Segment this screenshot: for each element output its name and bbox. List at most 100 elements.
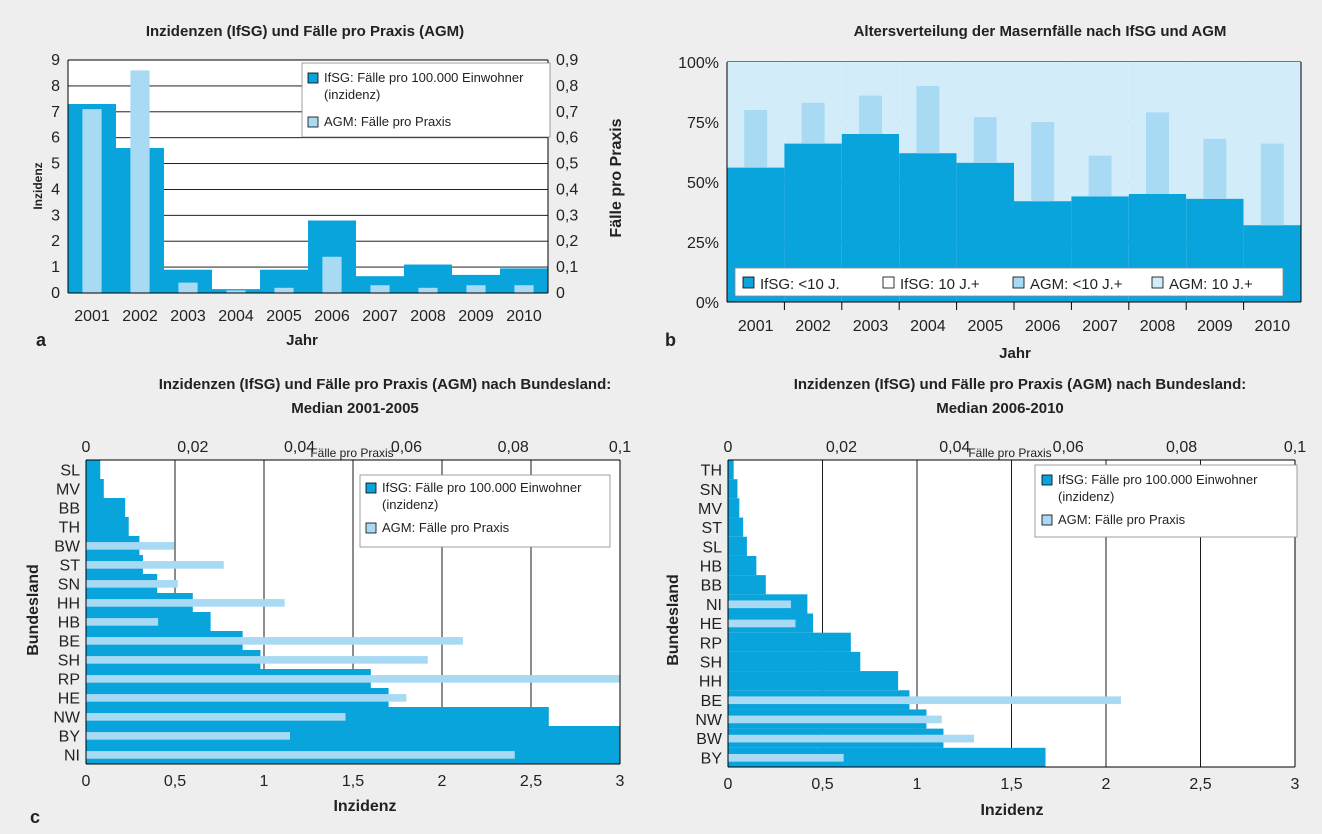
chart-c1-x2tick-label: 0,04 <box>284 439 315 456</box>
chart-c2-x2label: Fälle pro Praxis <box>968 446 1051 460</box>
chart-a: Inzidenzen (IfSG) und Fälle pro Praxis (… <box>31 23 625 350</box>
chart-c2-category-label: SH <box>700 654 722 671</box>
chart-c1-bar-agm <box>86 694 407 702</box>
chart-c1-xtick-label: 2 <box>438 773 447 790</box>
chart-c2: Inzidenzen (IfSG) und Fälle pro Praxis (… <box>665 376 1306 819</box>
chart-c2-bar-agm <box>728 619 796 628</box>
chart-b-bar-agm-lt10 <box>1260 143 1284 226</box>
chart-c1-bar-ifsg <box>86 498 126 517</box>
chart-a-xlabel: Jahr <box>286 332 318 349</box>
chart-a-legend-label-ifsg: IfSG: Fälle pro 100.000 Einwohner (inzide… <box>324 70 524 102</box>
chart-c1-category-label: TH <box>59 520 80 537</box>
chart-c2-category-label: MV <box>698 501 722 518</box>
chart-a-xtick-label: 2010 <box>506 308 542 325</box>
chart-a-bar-agm <box>274 287 294 293</box>
chart-c2-bar-agm <box>728 600 791 609</box>
chart-b-legend: IfSG: <10 J. IfSG: 10 J.+ AGM: <10 J.+ A… <box>734 267 1284 297</box>
chart-b-legend-box <box>734 267 1284 297</box>
chart-b-bar-agm-10plus <box>1088 62 1112 156</box>
chart-c1-bar-agm <box>86 599 285 607</box>
chart-a-bar-agm <box>370 285 390 293</box>
chart-c2-category-label: BE <box>701 693 722 710</box>
chart-c2-xtick-label: 2,5 <box>1189 776 1211 793</box>
chart-c2-bar-agm <box>728 715 942 724</box>
chart-a-ytick-label: 9 <box>51 52 60 69</box>
chart-b-legend-swatch-1 <box>742 276 755 289</box>
chart-b-bar-agm-lt10 <box>973 117 997 163</box>
chart-c1-xtick-label: 3 <box>616 773 625 790</box>
chart-c1-xtick-label: 1,5 <box>342 773 364 790</box>
chart-b-bar-agm-lt10 <box>859 95 882 134</box>
chart-c2-legend-swatch-ifsg <box>1041 474 1053 486</box>
chart-c1-bar-agm <box>86 656 428 664</box>
chart-a-y2label: Fälle pro Praxis <box>608 118 625 237</box>
chart-c2-x2tick-label: 0,1 <box>1284 439 1306 456</box>
chart-a-legend-box <box>301 62 551 138</box>
chart-c2-legend-swatch-agm <box>1041 514 1053 526</box>
chart-c1-bar-ifsg <box>86 460 101 479</box>
chart-a-bar-agm <box>130 70 150 293</box>
chart-c1-x2tick-label: 0,02 <box>177 439 208 456</box>
chart-c2-category-label: BB <box>701 578 722 595</box>
chart-b-title: Altersverteilung der Masernfälle nach If… <box>854 23 1227 40</box>
chart-a-legend: IfSG: Fälle pro 100.000 Einwohner (inzide… <box>301 62 551 138</box>
chart-a-bar-agm <box>418 287 438 293</box>
chart-a-ytick-label: 8 <box>51 78 60 95</box>
chart-c1-x2tick-label: 0,06 <box>391 439 422 456</box>
chart-a-ytick-label: 1 <box>51 259 60 276</box>
chart-a-ytick-label: 3 <box>51 207 60 224</box>
chart-c1-category-label: HE <box>58 691 80 708</box>
chart-c1-category-label: NW <box>53 710 81 727</box>
chart-c2-xtick-label: 1,5 <box>1000 776 1022 793</box>
chart-c2-bar-ifsg <box>728 498 740 518</box>
chart-b-xtick-label: 2002 <box>795 318 831 335</box>
chart-c2-category-label: BW <box>696 731 723 748</box>
chart-b-ytick-label: 25% <box>687 235 719 252</box>
chart-c1-xtick-label: 1 <box>260 773 269 790</box>
chart-c2-bar-ifsg <box>728 651 861 672</box>
chart-a-legend-label-agm: AGM: Fälle pro Praxis <box>324 114 452 129</box>
chart-c1-xtick-label: 0 <box>82 773 91 790</box>
chart-c1-x2tick-label: 0,08 <box>498 439 529 456</box>
chart-c2-xlabel: Inzidenz <box>980 802 1043 819</box>
chart-c1-title-line2: Median 2001-2005 <box>291 400 419 417</box>
chart-c1-xtick-label: 2,5 <box>520 773 542 790</box>
chart-a-ytick-label: 0 <box>51 285 60 302</box>
chart-c2-x2tick-label: 0 <box>724 439 733 456</box>
chart-c2-bar-ifsg <box>728 555 757 576</box>
chart-a-xtick-label: 2007 <box>362 308 398 325</box>
chart-b-xtick-label: 2006 <box>1025 318 1061 335</box>
chart-a-y2tick-label: 0,9 <box>556 52 578 69</box>
chart-c1-bar-agm <box>86 637 464 645</box>
chart-c2-bar-agm <box>728 696 1121 705</box>
chart-b-bar-agm-lt10 <box>801 102 825 144</box>
chart-a-y2tick-label: 0,8 <box>556 78 578 95</box>
chart-a-y2tick-label: 0,5 <box>556 156 578 173</box>
chart-c1-category-label: BB <box>59 501 80 518</box>
chart-a-ytick-label: 2 <box>51 233 60 250</box>
chart-b-xtick-label: 2009 <box>1197 318 1233 335</box>
chart-c1-x2label: Fälle pro Praxis <box>310 446 393 460</box>
chart-a-ytick-label: 5 <box>51 156 60 173</box>
chart-c2-category-label: HB <box>700 559 722 576</box>
chart-a-y2tick-label: 0,7 <box>556 104 578 121</box>
chart-c2-category-label: ST <box>702 520 723 537</box>
chart-b-bar-agm-lt10 <box>916 86 940 154</box>
chart-c2-legend-label-ifsg: IfSG: Fälle pro 100.000 Einwohner (inzide… <box>1058 472 1258 504</box>
chart-c2-category-label: BY <box>701 750 723 767</box>
chart-b-ytick-label: 100% <box>678 55 719 72</box>
chart-c2-title-line2: Median 2006-2010 <box>936 400 1064 417</box>
chart-a-legend-swatch-ifsg <box>307 72 319 84</box>
chart-a-xtick-label: 2001 <box>74 308 110 325</box>
chart-c1-category-label: BW <box>54 539 81 556</box>
chart-b-legend-swatch-2 <box>882 276 895 289</box>
chart-a-xtick-label: 2005 <box>266 308 302 325</box>
chart-b-legend-swatch-4 <box>1151 276 1164 289</box>
chart-c2-xtick-label: 0 <box>724 776 733 793</box>
chart-c1-category-label: BY <box>59 729 81 746</box>
chart-c1-x2tick-label: 0,1 <box>609 439 631 456</box>
chart-b-legend-label-2: IfSG: 10 J.+ <box>900 276 980 293</box>
chart-a-bar-agm <box>466 285 486 293</box>
